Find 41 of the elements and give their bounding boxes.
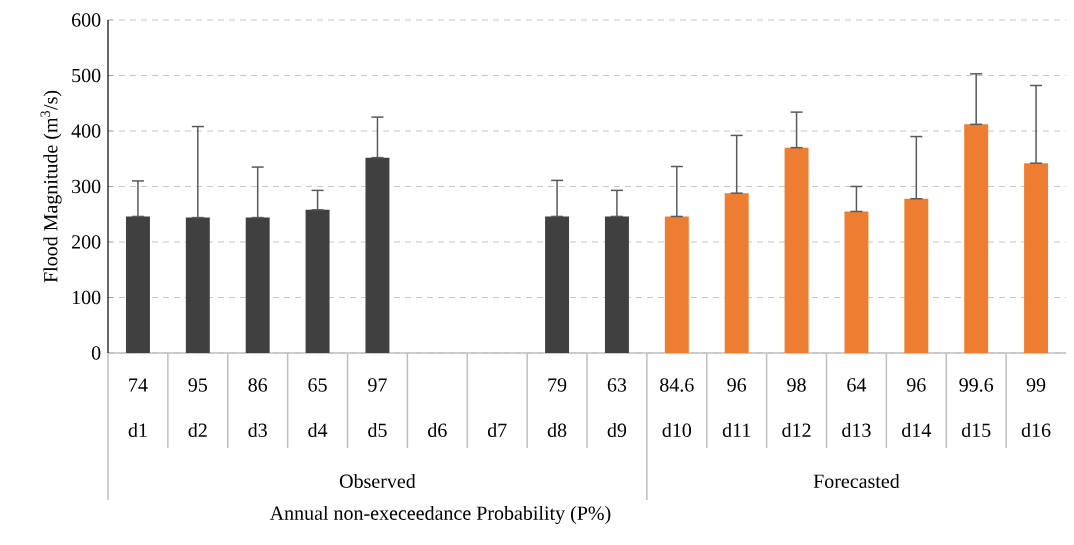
x-tick-label: d4 (308, 422, 328, 438)
text: Forecasted (813, 473, 900, 489)
text: Observed (339, 473, 416, 489)
text: 99.6 (959, 378, 994, 392)
text: 74 (129, 378, 148, 392)
x-tick-label: d12 (782, 422, 811, 438)
text: 63 (607, 378, 627, 392)
x-tick-label: d14 (902, 422, 931, 438)
x-axis-title: Annual non-execeedance Probability (P%) (269, 505, 611, 525)
y-axis-title: Flood Magnitude (m$^{3}$/s) (40, 90, 62, 283)
text: 86 (248, 378, 268, 392)
x-tick-label: d1 (128, 422, 147, 438)
text: 95 (188, 378, 208, 392)
x-tick-label: d8 (547, 422, 567, 438)
x-tick-label: d15 (961, 422, 991, 438)
x-tick-label: d2 (188, 422, 207, 438)
x-tick-label: d6 (428, 422, 447, 438)
y-tick-label: 400 (71, 124, 101, 138)
text: 96 (906, 378, 926, 392)
x-tick-label: d11 (722, 422, 751, 438)
y-tick-label: 600 (72, 13, 101, 27)
text: 84.6 (660, 378, 694, 392)
text: 79 (548, 378, 567, 392)
y-tick-label: 0 (91, 346, 101, 360)
text: 65 (308, 378, 327, 392)
text: 98 (787, 378, 806, 392)
text: 99 (1026, 378, 1046, 392)
x-tick-label: d9 (607, 422, 627, 438)
x-tick-label: d7 (487, 422, 507, 438)
text: 96 (727, 378, 747, 392)
x-tick-label: d3 (248, 422, 267, 438)
y-tick-label: 100 (72, 290, 101, 305)
y-tick-label: 300 (72, 179, 101, 194)
y-tick-label: 200 (72, 235, 101, 249)
text: 64 (847, 378, 867, 392)
x-tick-label: d16 (1021, 422, 1051, 438)
x-tick-label: d13 (842, 422, 871, 438)
text: 97 (368, 378, 387, 392)
x-tick-label: d5 (368, 422, 387, 438)
y-tick-label: 500 (72, 68, 101, 83)
x-tick-label: d10 (662, 422, 692, 438)
